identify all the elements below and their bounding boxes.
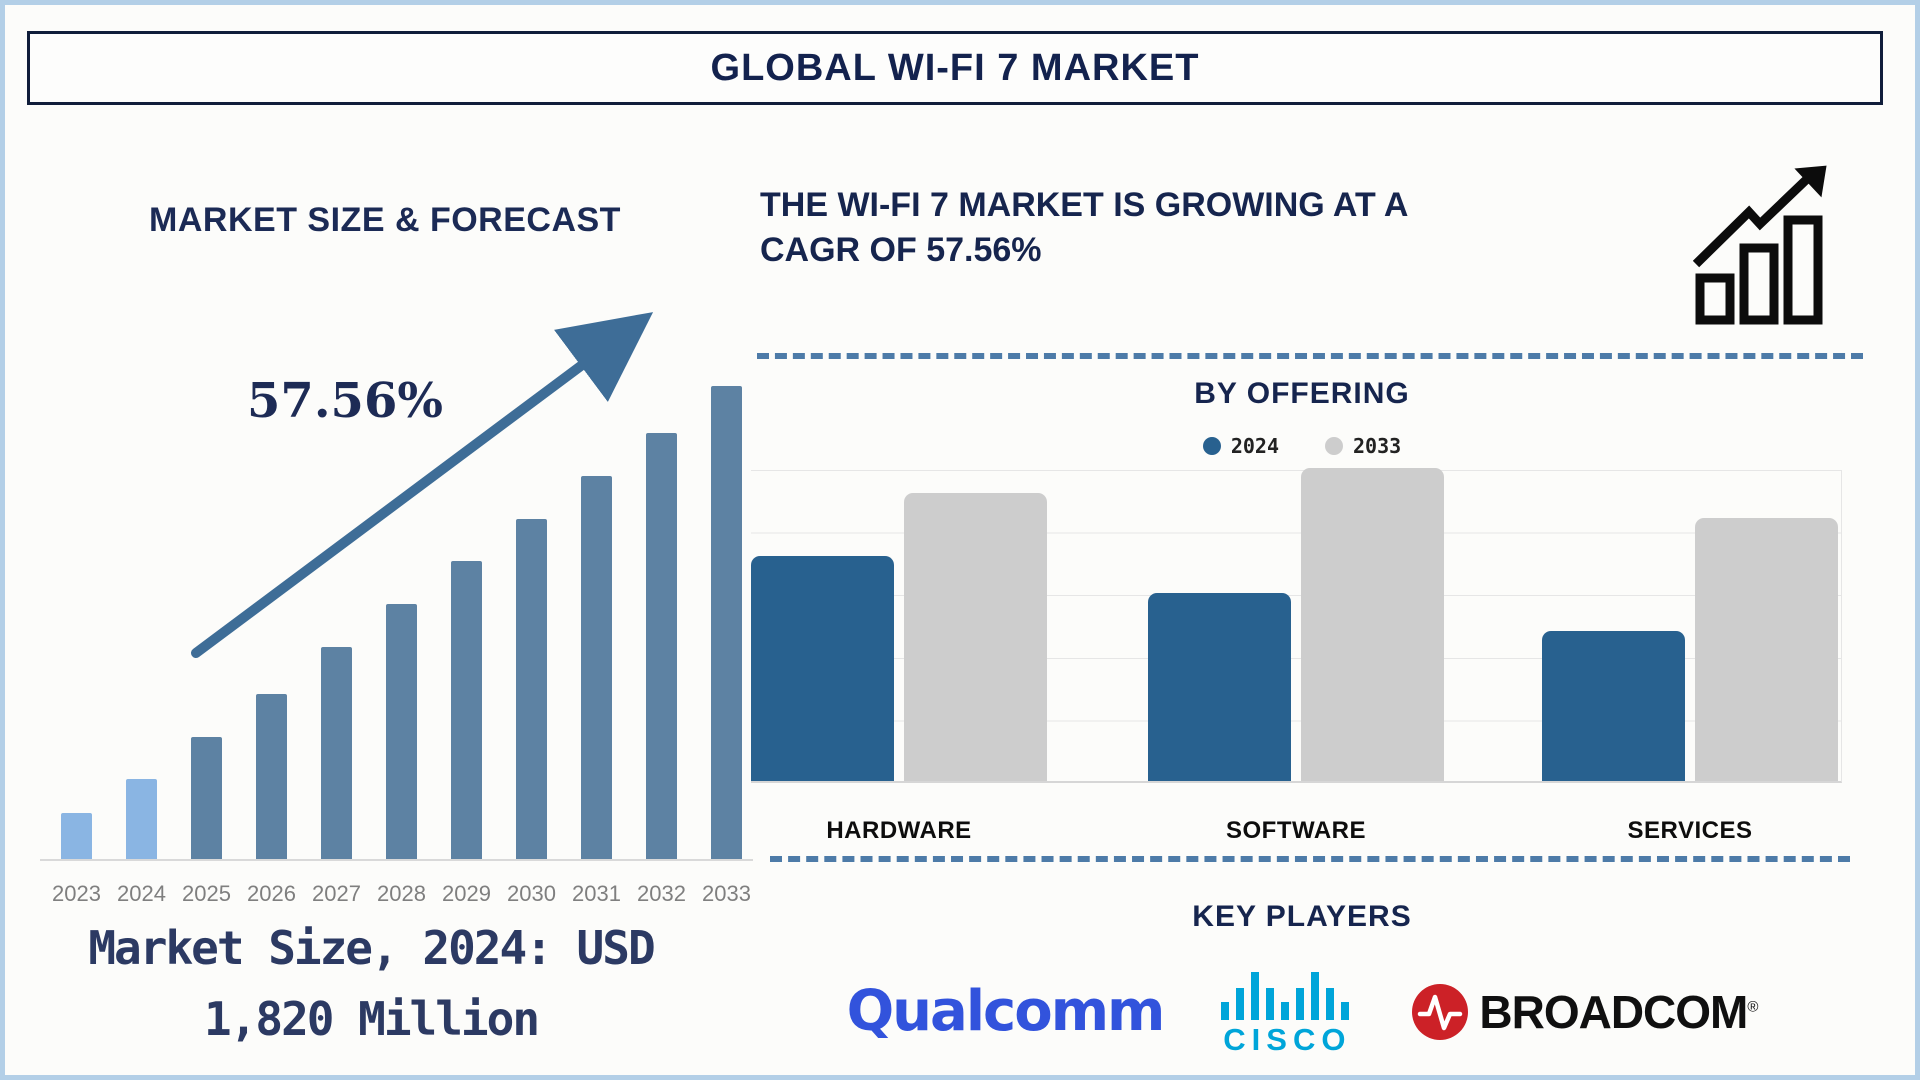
key-players-heading: KEY PLAYERS (1192, 900, 1412, 933)
year-label-2028: 2028 (377, 881, 426, 906)
year-label-2023: 2023 (52, 881, 101, 906)
category-label-hardware: HARDWARE (826, 817, 972, 844)
forecast-heading: MARKET SIZE & FORECAST (149, 201, 621, 239)
forecast-bar-2026 (256, 694, 287, 860)
category-label-services: SERVICES (1627, 817, 1753, 844)
forecast-bar-2031 (581, 476, 612, 860)
forecast-bar-2030 (516, 519, 547, 860)
forecast-bar-2024 (126, 779, 157, 860)
year-label-2031: 2031 (572, 881, 621, 906)
forecast-bars (61, 386, 742, 860)
forecast-year-labels: 2023 2024 2025 2026 2027 2028 2029 2030 2031 2032… (52, 881, 751, 907)
offering-legend: 2024 2033 (751, 433, 1853, 459)
category-label-software: SOFTWARE (1226, 817, 1366, 844)
forecast-bar-2023 (61, 813, 92, 860)
offering-group-hardware (751, 493, 1047, 781)
cisco-logo: CISCO (1221, 970, 1353, 1055)
forecast-bar-2029 (451, 561, 482, 860)
broadcom-pulse-icon (1412, 984, 1469, 1040)
by-offering-heading: BY OFFERING (1194, 377, 1410, 410)
year-label-2025: 2025 (182, 881, 231, 906)
offering-group-software (1148, 468, 1444, 781)
offering-plot (751, 468, 1842, 783)
growth-arrow-icon (191, 312, 654, 658)
legend-label-2033: 2033 (1353, 434, 1402, 458)
bar-hardware-2033 (904, 493, 1047, 781)
dashed-divider-top (757, 353, 1863, 359)
cagr-headline: THE WI-FI 7 MARKET IS GROWING AT A CAGR … (760, 186, 1408, 269)
offering-group-services (1542, 518, 1838, 781)
bar-services-2024 (1542, 631, 1685, 781)
forecast-bar-2028 (386, 604, 417, 860)
broadcom-logo: BROADCOM® (1411, 983, 1758, 1041)
forecast-bar-2025 (191, 737, 222, 860)
forecast-bar-2027 (321, 647, 352, 860)
year-label-2033: 2033 (702, 881, 751, 906)
dashed-divider-bottom (770, 856, 1850, 862)
registered-mark: ® (1747, 998, 1758, 1016)
cisco-bridge-icon (1221, 971, 1350, 1020)
offering-category-labels: HARDWARE SOFTWARE SERVICES (751, 817, 1842, 847)
bar-hardware-2024 (751, 556, 894, 781)
qualcomm-logo: Qualcomm (846, 979, 1166, 1044)
legend-dot-2024 (1202, 437, 1221, 455)
legend-item-2033: 2033 (1325, 434, 1401, 458)
title-box: GLOBAL WI-FI 7 MARKET (27, 31, 1883, 105)
legend-label-2024: 2024 (1230, 434, 1279, 458)
year-label-2024: 2024 (117, 881, 166, 906)
broadcom-wordmark: BROADCOM® (1479, 986, 1758, 1038)
forecast-bar-2032 (646, 433, 677, 860)
year-label-2032: 2032 (637, 881, 686, 906)
year-label-2026: 2026 (247, 881, 296, 906)
forecast-bar-2033 (711, 386, 742, 860)
page-title: GLOBAL WI-FI 7 MARKET (710, 46, 1200, 89)
forecast-axis-line (40, 859, 753, 861)
year-label-2029: 2029 (442, 881, 491, 906)
market-size-note: Market Size, 2024: USD 1,820 Million (88, 921, 655, 1047)
year-label-2030: 2030 (507, 881, 556, 906)
cisco-wordmark: CISCO (1223, 1021, 1352, 1057)
key-players-logos: Qualcomm CISCO (751, 953, 1853, 1071)
bar-services-2033 (1695, 518, 1838, 781)
growth-chart-icon (1693, 165, 1827, 325)
forecast-cagr-value: 57.56% (247, 373, 443, 429)
bar-software-2033 (1301, 468, 1444, 781)
year-label-2027: 2027 (312, 881, 361, 906)
legend-dot-2033 (1325, 437, 1343, 455)
legend-item-2024: 2024 (1202, 434, 1279, 458)
bar-software-2024 (1148, 593, 1291, 781)
